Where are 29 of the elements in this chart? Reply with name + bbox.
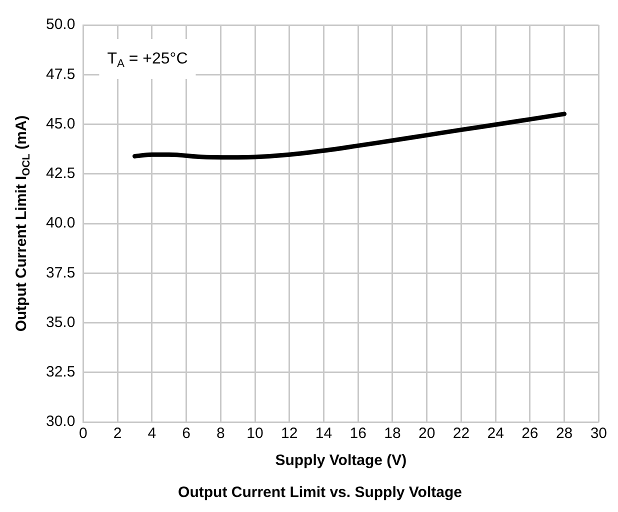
x-tick-label: 30	[590, 425, 607, 442]
y-tick-label: 37.5	[46, 264, 76, 282]
x-tick-label: 6	[182, 425, 190, 442]
y-tick-label: 40.0	[46, 214, 76, 232]
x-tick-label: 12	[281, 425, 298, 442]
y-tick-label: 47.5	[46, 66, 76, 83]
x-axis-title: Supply Voltage (V)	[275, 452, 407, 470]
y-tick-label: 50.0	[46, 16, 76, 34]
x-tick-label: 24	[487, 425, 504, 442]
x-tick-label: 26	[522, 425, 538, 442]
x-tick-label: 0	[79, 425, 88, 442]
x-tick-label: 14	[315, 425, 332, 442]
x-tick-label: 16	[350, 425, 366, 442]
y-tick-label: 42.5	[46, 165, 76, 182]
line-series	[132, 112, 567, 160]
y-axis-title: Output Current Limit IOCL (mA)	[13, 115, 32, 332]
x-tick-label: 2	[113, 425, 122, 442]
y-tick-label: 45.0	[46, 115, 76, 132]
y-tick-label: 32.5	[46, 364, 76, 381]
x-tick-label: 8	[216, 425, 225, 442]
x-tick-label: 18	[384, 425, 401, 442]
x-tick-label: 28	[556, 425, 573, 442]
x-tick-label: 22	[452, 425, 470, 442]
y-tick-label: 30.0	[46, 413, 76, 430]
x-tick-label: 4	[148, 425, 156, 442]
x-tick-label: 10	[246, 425, 264, 442]
x-tick-label: 20	[418, 425, 436, 442]
text: Output Current Limit vs. Supply Voltage	[178, 484, 462, 502]
y-tick-label: 35.0	[46, 314, 76, 331]
